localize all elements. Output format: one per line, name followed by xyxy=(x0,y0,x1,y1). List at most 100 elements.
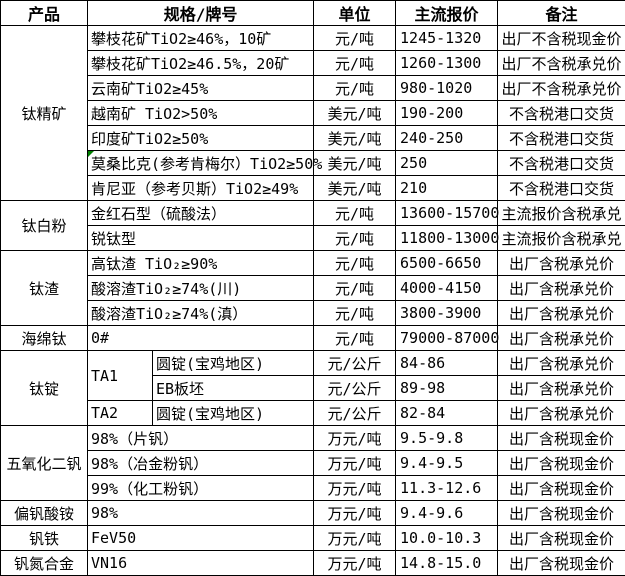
price-cell: 1245-1320 xyxy=(395,25,499,51)
spec-cell: 锐钛型 xyxy=(86,225,315,251)
unit-cell: 万元/吨 xyxy=(313,550,397,576)
spec-cell: 莫桑比克(参考肯梅尔）TiO2≥50% xyxy=(86,150,322,176)
table-row: 肯尼亚（参考贝斯）TiO2≥49% 美元/吨 210 不含税港口交货 xyxy=(1,175,625,201)
product-cell-ferrovanadium: 钒铁 xyxy=(0,525,88,551)
unit-cell: 美元/吨 xyxy=(313,175,397,201)
spec-cell: VN16 xyxy=(86,550,315,576)
grade-cell-ta2: TA2 xyxy=(87,400,153,426)
price-cell: 89-98 xyxy=(395,375,499,401)
note-cell: 出厂不含税承兑价 xyxy=(497,50,625,76)
table-row: 钛精矿 攀枝花矿TiO2≥46%，10矿 元/吨 1245-1320 出厂不含税… xyxy=(0,25,625,201)
price-cell: 1260-1300 xyxy=(395,50,499,76)
unit-cell: 元/吨 xyxy=(313,50,397,76)
product-cell-ti-ingot: 钛锭 xyxy=(0,350,88,426)
unit-cell: 万元/吨 xyxy=(313,425,397,451)
spec-cell: 99%（化工粉钒） xyxy=(86,475,315,501)
table-row: 钛锭 TA1 圆锭(宝鸡地区) 元/公斤 84-86 出厂含税承兑价 xyxy=(0,350,625,426)
table-row: 偏钒酸铵 98% 万元/吨 9.4-9.6 出厂含税现金价 xyxy=(0,500,625,526)
spec-cell: 印度矿TiO2≥50% xyxy=(86,125,315,151)
price-cell: 6500-6650 xyxy=(395,250,499,276)
unit-cell: 元/吨 xyxy=(313,225,397,251)
table-row: 莫桑比克(参考肯梅尔）TiO2≥50% 美元/吨 250 不含税港口交货 xyxy=(1,150,625,176)
header-row: 产品 规格/牌号 单位 主流报价 备注 xyxy=(0,0,625,26)
price-cell: 11800-13000 xyxy=(395,225,499,251)
price-cell: 980-1020 xyxy=(395,75,499,101)
table-row: 钒氮合金 VN16 万元/吨 14.8-15.0 出厂含税现金价 xyxy=(0,550,625,576)
table-row: EB板坯 元/公斤 89-98 出厂含税承兑价 xyxy=(1,375,625,401)
note-cell: 出厂含税承兑价 xyxy=(497,325,625,351)
unit-cell: 万元/吨 xyxy=(313,475,397,501)
spec-cell: 圆锭(宝鸡地区) xyxy=(151,400,315,426)
col-header-unit: 单位 xyxy=(313,0,397,26)
spec-cell: 98% xyxy=(86,500,315,526)
price-cell: 13600-15700 xyxy=(395,200,499,226)
spec-cell: EB板坯 xyxy=(151,375,315,401)
price-cell: 9.5-9.8 xyxy=(395,425,499,451)
note-cell: 不含税港口交货 xyxy=(497,150,625,176)
spec-cell: 98%（冶金粉钒） xyxy=(86,450,315,476)
spec-cell: 酸溶渣TiO₂≥74%(滇） xyxy=(86,300,315,326)
note-cell: 出厂含税承兑价 xyxy=(497,375,625,401)
col-header-note: 备注 xyxy=(497,0,625,26)
spec-text: 莫桑比克(参考肯梅尔）TiO2≥50% xyxy=(91,154,323,173)
error-indicator-icon xyxy=(88,151,94,157)
price-cell: 210 xyxy=(395,175,499,201)
price-cell: 82-84 xyxy=(395,400,499,426)
unit-cell: 美元/吨 xyxy=(313,125,397,151)
note-cell: 出厂含税现金价 xyxy=(497,500,625,526)
unit-cell: 元/吨 xyxy=(313,250,397,276)
unit-cell: 元/公斤 xyxy=(313,400,397,426)
unit-cell: 美元/吨 xyxy=(313,150,397,176)
note-cell: 出厂含税现金价 xyxy=(497,450,625,476)
spec-cell: 攀枝花矿TiO2≥46%，10矿 xyxy=(86,25,315,51)
note-cell: 出厂含税现金价 xyxy=(497,525,625,551)
spec-cell: 圆锭(宝鸡地区) xyxy=(151,350,315,376)
spec-cell: 98%（片钒） xyxy=(86,425,315,451)
product-cell-ti-sponge: 海绵钛 xyxy=(0,325,88,351)
note-cell: 出厂含税承兑价 xyxy=(497,400,625,426)
table-row: 五氧化二钒 98%（片钒） 万元/吨 9.5-9.8 出厂含税现金价 xyxy=(0,425,625,501)
price-cell: 250 xyxy=(395,150,499,176)
table-row: 海绵钛 0# 元/吨 79000-87000 出厂含税承兑价 xyxy=(0,325,625,351)
table-row: 攀枝花矿TiO2≥46.5%，20矿 元/吨 1260-1300 出厂不含税承兑… xyxy=(1,50,625,76)
unit-cell: 元/吨 xyxy=(313,325,397,351)
spec-cell: 云南矿TiO2≥45% xyxy=(86,75,315,101)
table-row: 酸溶渣TiO₂≥74%(川) 元/吨 4000-4150 出厂含税承兑价 xyxy=(1,275,625,301)
note-cell: 出厂含税承兑价 xyxy=(497,300,625,326)
spec-cell: 攀枝花矿TiO2≥46.5%，20矿 xyxy=(86,50,315,76)
price-cell: 9.4-9.6 xyxy=(395,500,499,526)
price-cell: 4000-4150 xyxy=(395,275,499,301)
note-cell: 不含税港口交货 xyxy=(497,175,625,201)
table-row: TA2 圆锭(宝鸡地区) 元/公斤 82-84 出厂含税承兑价 xyxy=(1,400,625,426)
col-header-price: 主流报价 xyxy=(395,0,499,26)
price-cell: 190-200 xyxy=(395,100,499,126)
table-row: 锐钛型 元/吨 11800-13000 主流报价含税承兑 xyxy=(1,225,625,251)
note-cell: 不含税港口交货 xyxy=(497,100,625,126)
product-cell-ti-slag: 钛渣 xyxy=(0,250,88,326)
col-header-product: 产品 xyxy=(0,0,88,26)
note-cell: 出厂含税现金价 xyxy=(497,475,625,501)
unit-cell: 万元/吨 xyxy=(313,450,397,476)
price-cell: 9.4-9.5 xyxy=(395,450,499,476)
product-cell-ti-concentrate: 钛精矿 xyxy=(0,25,88,201)
table-row: 99%（化工粉钒） 万元/吨 11.3-12.6 出厂含税现金价 xyxy=(1,475,625,501)
note-cell: 出厂不含税承兑价 xyxy=(497,75,625,101)
unit-cell: 元/吨 xyxy=(313,275,397,301)
price-cell: 11.3-12.6 xyxy=(395,475,499,501)
note-cell: 不含税港口交货 xyxy=(497,125,625,151)
price-cell: 79000-87000 xyxy=(395,325,499,351)
note-cell: 主流报价含税承兑 xyxy=(497,225,625,251)
unit-cell: 美元/吨 xyxy=(313,100,397,126)
note-cell: 出厂不含税现金价 xyxy=(497,25,625,51)
spec-cell: 0# xyxy=(86,325,315,351)
note-cell: 出厂含税承兑价 xyxy=(497,350,625,376)
unit-cell: 元/吨 xyxy=(313,300,397,326)
unit-cell: 元/吨 xyxy=(313,200,397,226)
table-row: 钒铁 FeV50 万元/吨 10.0-10.3 出厂含税现金价 xyxy=(0,525,625,551)
spec-cell: FeV50 xyxy=(86,525,315,551)
price-cell: 240-250 xyxy=(395,125,499,151)
col-header-spec: 规格/牌号 xyxy=(86,0,315,26)
product-cell-v2o5: 五氧化二钒 xyxy=(0,425,88,501)
note-cell: 出厂含税承兑价 xyxy=(497,275,625,301)
unit-cell: 万元/吨 xyxy=(313,525,397,551)
